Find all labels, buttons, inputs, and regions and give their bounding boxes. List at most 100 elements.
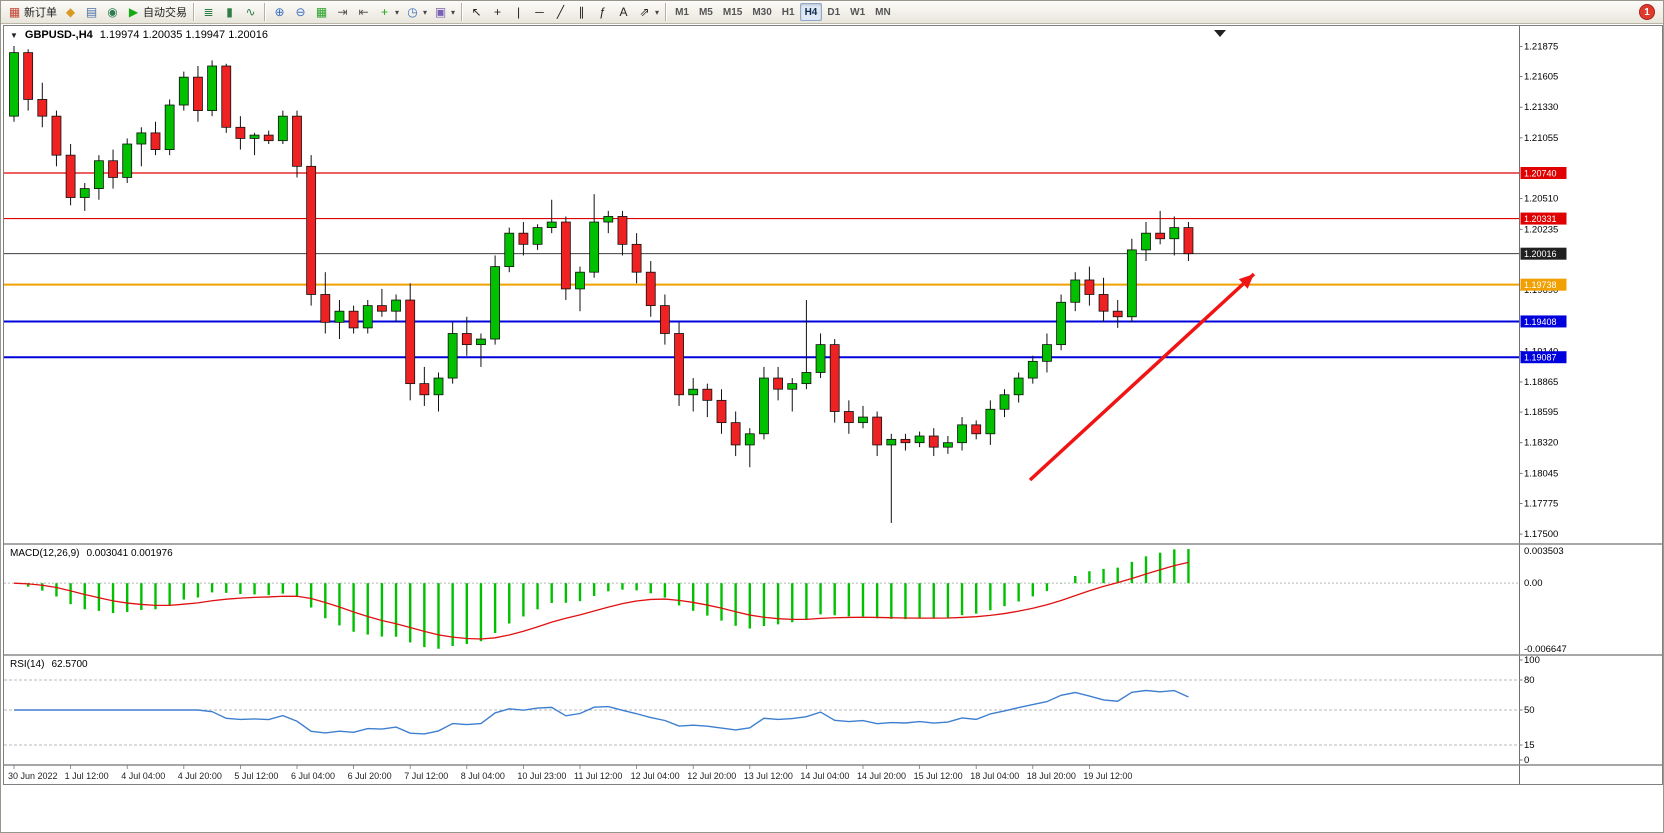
toolbar-separator — [264, 3, 266, 21]
market-watch-button[interactable]: ◆ — [60, 2, 81, 22]
candlestick-chart-icon: ▮ — [226, 4, 233, 19]
svg-text:15 Jul 12:00: 15 Jul 12:00 — [914, 771, 963, 781]
macd-values: 0.003041 0.001976 — [86, 548, 173, 559]
indicators-button[interactable]: + ▾ — [374, 2, 402, 22]
navigator-button[interactable]: ◉ — [102, 2, 123, 22]
svg-text:-0.006647: -0.006647 — [1524, 644, 1567, 655]
periods-icon: ◷ — [407, 4, 418, 19]
svg-text:80: 80 — [1524, 675, 1535, 686]
templates-icon: ▣ — [434, 4, 447, 19]
new-order-button[interactable]: ▦ 新订单 — [4, 2, 60, 22]
macd-label-row: MACD(12,26,9) 0.003041 0.001976 — [10, 548, 173, 559]
svg-text:1.20740: 1.20740 — [1524, 168, 1557, 178]
text-button[interactable]: A — [613, 2, 634, 22]
svg-text:18 Jul 04:00: 18 Jul 04:00 — [970, 771, 1019, 781]
rsi-axis: 100 80 50 15 0 — [1519, 655, 1540, 766]
indicators-dropdown-icon[interactable]: ▾ — [395, 7, 400, 17]
auto-scroll-button[interactable]: ⇥ — [332, 2, 353, 22]
line-chart-icon: ∿ — [245, 4, 256, 19]
fibonacci-icon: ƒ — [599, 4, 606, 19]
fibonacci-button[interactable]: ƒ — [592, 2, 613, 22]
timeframe-m30-button[interactable]: M30 — [752, 6, 772, 18]
svg-text:1.18865: 1.18865 — [1524, 377, 1558, 388]
timeframe-m1-button[interactable]: M1 — [675, 6, 689, 18]
svg-text:8 Jul 04:00: 8 Jul 04:00 — [461, 771, 505, 781]
autotrading-button[interactable]: ▶ 自动交易 — [123, 2, 190, 22]
svg-text:14 Jul 20:00: 14 Jul 20:00 — [857, 771, 906, 781]
periods-dropdown-icon[interactable]: ▾ — [423, 7, 428, 17]
svg-text:1.18045: 1.18045 — [1524, 468, 1558, 479]
svg-text:12 Jul 04:00: 12 Jul 04:00 — [631, 771, 680, 781]
chart-shift-icon: ⇤ — [358, 4, 369, 19]
rsi-line — [14, 689, 1189, 735]
line-chart-button[interactable]: ∿ — [240, 2, 261, 22]
templates-button[interactable]: ▣ ▾ — [430, 2, 458, 22]
svg-text:6 Jul 20:00: 6 Jul 20:00 — [348, 771, 392, 781]
autotrading-icon: ▶ — [128, 4, 139, 19]
price-axis: 1.21875 1.21605 1.21330 1.21055 1.20510 1.202… — [1519, 42, 1558, 540]
svg-text:5 Jul 12:00: 5 Jul 12:00 — [234, 771, 278, 781]
svg-text:18 Jul 20:00: 18 Jul 20:00 — [1027, 771, 1076, 781]
periods-button[interactable]: ◷ ▾ — [402, 2, 430, 22]
zoom-out-button[interactable]: ⊖ — [290, 2, 311, 22]
svg-text:1.21055: 1.21055 — [1524, 133, 1558, 144]
svg-text:1.18595: 1.18595 — [1524, 407, 1558, 418]
vertical-line-button[interactable]: | — [508, 2, 529, 22]
channel-button[interactable]: ∥ — [571, 2, 592, 22]
channel-icon: ∥ — [578, 4, 585, 19]
trendline-icon: ╱ — [556, 4, 565, 19]
tile-windows-button[interactable]: ▦ — [311, 2, 332, 22]
svg-text:1.19408: 1.19408 — [1524, 317, 1557, 327]
svg-text:1.20510: 1.20510 — [1524, 194, 1558, 205]
candles — [9, 45, 1194, 523]
zoom-in-icon: ⊕ — [274, 4, 285, 19]
timeframe-m5-button[interactable]: M5 — [698, 6, 713, 18]
svg-text:100: 100 — [1524, 655, 1540, 666]
svg-text:30 Jun 2022: 30 Jun 2022 — [8, 771, 58, 781]
zoom-in-button[interactable]: ⊕ — [269, 2, 290, 22]
cursor-button[interactable]: ↖ — [466, 2, 487, 22]
timeframe-h4-button[interactable]: H4 — [799, 3, 823, 21]
cursor-icon: ↖ — [471, 4, 482, 19]
time-axis: 30 Jun 2022 1 Jul 12:00 4 Jul 04:00 4 Jul 2… — [8, 765, 1132, 781]
chart-canvas[interactable]: 1.21875 1.21605 1.21330 1.21055 1.20510 1.202… — [4, 26, 1662, 784]
svg-text:14 Jul 04:00: 14 Jul 04:00 — [800, 771, 849, 781]
chart-ohlc-values: 1.19974 1.20035 1.19947 1.20016 — [99, 29, 268, 41]
svg-text:1.17500: 1.17500 — [1524, 529, 1558, 540]
timeframe-w1-button[interactable]: W1 — [850, 6, 866, 18]
navigator-icon: ◉ — [107, 4, 118, 19]
chart-shift-button[interactable]: ⇤ — [353, 2, 374, 22]
trend-arrow-annotation[interactable] — [1028, 272, 1256, 482]
svg-text:1 Jul 12:00: 1 Jul 12:00 — [65, 771, 109, 781]
svg-text:1.18320: 1.18320 — [1524, 438, 1558, 449]
arrows-button[interactable]: ⇗ ▾ — [634, 2, 662, 22]
toolbar-separator — [665, 3, 668, 21]
collapse-chart-icon[interactable]: ▼ — [10, 30, 18, 40]
timeframe-mn-button[interactable]: MN — [875, 6, 891, 18]
candlestick-chart-button[interactable]: ▮ — [219, 2, 240, 22]
toolbar-separator — [193, 3, 195, 21]
svg-text:1.21330: 1.21330 — [1524, 102, 1558, 113]
toolbar: ▦ 新订单 ◆ ▤ ◉ ▶ 自动交易 ≣ ▮ ∿ ⊕ ⊖ ▦ ⇥ ⇤ + ▾ ◷ ▾ ▣ ▾ ↖ + | ─ ╱ ∥ ƒ A ⇗ ▾ M1 M5… — [1, 1, 1663, 24]
bar-chart-button[interactable]: ≣ — [198, 2, 219, 22]
arrows-dropdown-icon[interactable]: ▾ — [655, 7, 660, 17]
crosshair-button[interactable]: + — [487, 2, 508, 22]
macd-histogram — [26, 549, 1190, 649]
templates-dropdown-icon[interactable]: ▾ — [451, 7, 456, 17]
price-shift-marker-icon[interactable] — [1214, 30, 1226, 37]
trendline-button[interactable]: ╱ — [550, 2, 571, 22]
svg-text:15: 15 — [1524, 740, 1535, 751]
svg-text:1.19738: 1.19738 — [1524, 280, 1557, 290]
notification-badge[interactable]: 1 — [1639, 4, 1655, 20]
market-watch-icon: ◆ — [65, 4, 76, 19]
horizontal-line-button[interactable]: ─ — [529, 2, 550, 22]
timeframe-d1-button[interactable]: D1 — [827, 6, 841, 18]
timeframe-m15-button[interactable]: M15 — [722, 6, 743, 18]
svg-text:1.21875: 1.21875 — [1524, 42, 1558, 53]
timeframe-h1-button[interactable]: H1 — [781, 6, 795, 18]
rsi-label-row: RSI(14) 62.5700 — [10, 659, 88, 670]
data-window-button[interactable]: ▤ — [81, 2, 102, 22]
macd-axis: 0.003503 0.00 -0.006647 — [1524, 546, 1567, 655]
chart-area[interactable]: 1.21875 1.21605 1.21330 1.21055 1.20510 1.202… — [3, 25, 1663, 785]
